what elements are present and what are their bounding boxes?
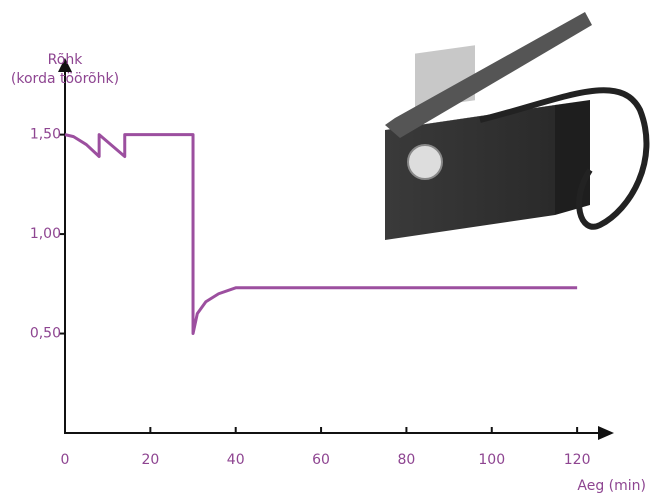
y-axis-label: Rõhk [48,52,84,68]
y-tick-label: 1,00 [30,226,61,242]
x-tick-label: 80 [398,452,416,468]
x-tick-label: 100 [478,452,505,468]
x-axis-label: Aeg (min) [577,478,646,494]
x-tick-label: 120 [564,452,591,468]
x-tick-label: 60 [312,452,330,468]
x-axis-arrow [598,426,614,440]
y-axis-label: (korda töörõhk) [11,71,119,87]
x-tick-label: 40 [227,452,245,468]
x-tick-label: 0 [61,452,70,468]
pump-photo [385,12,650,240]
data-line [64,133,578,336]
y-tick-label: 0,50 [30,326,61,342]
y-tick-label: 1,50 [30,127,61,143]
y-axis-arrow [58,58,72,72]
x-tick-label: 20 [141,452,159,468]
